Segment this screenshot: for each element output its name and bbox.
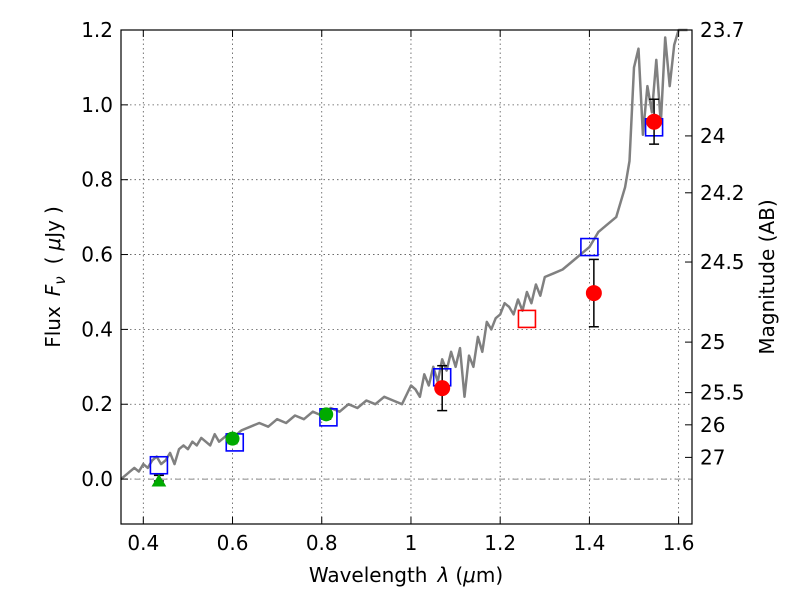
y-axis-label-unit-open: (: [41, 256, 65, 264]
x-tick-label: 0.4: [127, 531, 159, 555]
y-axis-ticks: 0.0 0.2 0.4 0.6 0.8 1.0 1.2: [81, 18, 128, 491]
right-tick-label: 23.7: [700, 18, 745, 42]
right-tick-label: 27: [700, 445, 725, 469]
upper-limit-marker: [151, 473, 167, 487]
x-axis-label-unit-open: (: [455, 563, 463, 587]
green-data-point: [225, 431, 240, 446]
y-tick-label: 0.6: [81, 243, 113, 267]
y-axis-label-sub: ν: [51, 276, 69, 284]
y-tick-label: 0.8: [81, 168, 113, 192]
right-tick-label: 25.5: [700, 381, 745, 405]
x-axis-label-unit-mu: μ: [462, 563, 476, 587]
right-tick-label: 24: [700, 124, 725, 148]
plot-frame: [120, 29, 693, 525]
model-box: [149, 455, 169, 475]
y-tick-label: 0.4: [81, 317, 113, 341]
y-axis-label-unit-mu: μ: [41, 238, 65, 252]
model-box: [580, 237, 599, 257]
x-tick-label: 1.6: [663, 531, 695, 555]
right-axis-ticks: 23.7 24 24.2 24.5 25 25.5 26 27: [685, 18, 745, 469]
green-data-point: [319, 407, 334, 422]
y-tick-label: 0.0: [81, 467, 113, 491]
sed-template-curve: [120, 28, 688, 481]
right-tick-label: 26: [700, 413, 725, 437]
grid-lines: [121, 29, 692, 524]
y-axis-label-symbol: F: [41, 284, 65, 296]
model-box: [517, 309, 537, 329]
sed-line: [120, 28, 688, 481]
y-axis-label-prefix: Flux: [41, 306, 65, 348]
x-axis-label-prefix: Wavelength: [309, 563, 428, 587]
x-tick-label: 1.2: [484, 531, 516, 555]
x-axis-label-symbol: λ: [436, 563, 449, 587]
right-tick-label: 24.5: [700, 250, 745, 274]
y-axis-label: Flux Fν ( μJy): [41, 206, 69, 348]
error-bars: [153, 98, 660, 482]
y-tick-label: 0.2: [81, 392, 113, 416]
y-axis-label-unit-rest: Jy: [41, 220, 65, 240]
right-tick-label: 24.2: [700, 181, 745, 205]
y-tick-label: 1.0: [81, 93, 113, 117]
data-points: [151, 113, 663, 487]
y-tick-label: 1.2: [81, 18, 113, 42]
x-tick-label: 1: [405, 531, 418, 555]
right-axis-label: Magnitude (AB): [755, 199, 779, 354]
detection-point: [646, 113, 663, 130]
x-axis-label-unit-rest: m): [476, 563, 503, 587]
x-tick-label: 0.6: [217, 531, 249, 555]
x-tick-label: 1.4: [573, 531, 605, 555]
right-tick-label: 25: [700, 330, 725, 354]
x-axis-ticks: 0.4 0.6 0.8 1 1.2 1.4 1.6: [127, 30, 695, 555]
y-axis-label-unit-close: ): [41, 206, 65, 214]
detection-point: [434, 380, 451, 397]
x-axis-label: Wavelength λ (μm): [309, 563, 503, 587]
detection-point: [585, 285, 602, 302]
x-tick-label: 0.8: [306, 531, 338, 555]
model-boxes: [149, 118, 664, 475]
